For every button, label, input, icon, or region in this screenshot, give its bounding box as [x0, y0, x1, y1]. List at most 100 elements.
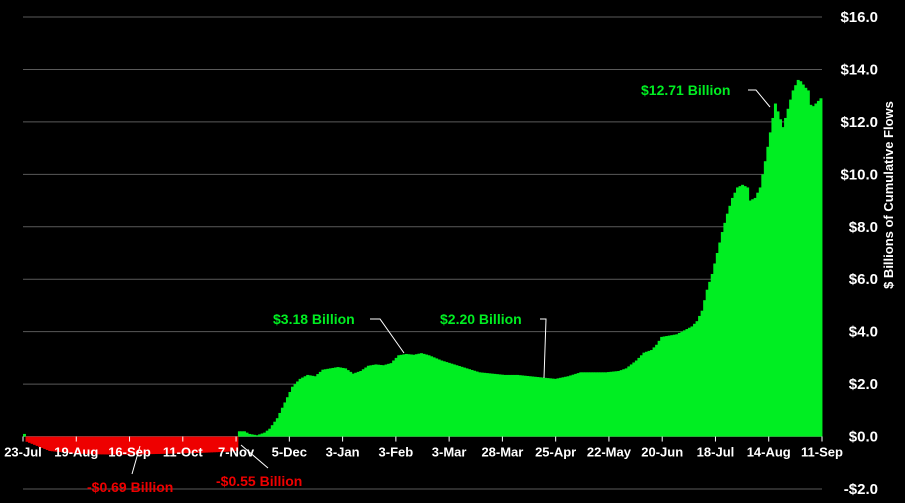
bar: [586, 372, 590, 437]
bar: [574, 373, 578, 437]
bar: [316, 374, 320, 437]
bar: [435, 358, 439, 437]
x-tick-label: 18-Jul: [697, 445, 735, 460]
bar: [30, 436, 34, 444]
bar: [235, 436, 239, 451]
bar: [531, 376, 535, 437]
bar: [715, 253, 719, 437]
bar: [78, 436, 82, 454]
bar: [33, 436, 37, 445]
bar: [86, 436, 90, 454]
bar: [119, 436, 123, 455]
bar: [581, 372, 585, 437]
bar: [629, 364, 633, 437]
y-tick-label: $10.0: [840, 166, 878, 183]
bar: [695, 321, 699, 437]
bar: [220, 436, 224, 452]
bar: [245, 432, 249, 437]
bar: [379, 364, 383, 437]
bar: [457, 366, 461, 437]
bar: [503, 374, 507, 437]
bar: [599, 372, 603, 437]
bar: [212, 436, 216, 453]
bar: [371, 364, 375, 437]
bar: [693, 323, 697, 437]
bar: [369, 365, 373, 437]
bar: [447, 362, 451, 437]
bar: [232, 436, 236, 452]
bar: [182, 436, 186, 454]
bar: [270, 425, 274, 437]
bar: [116, 436, 120, 455]
bar: [462, 367, 466, 437]
bar: [437, 359, 441, 437]
bar: [384, 364, 388, 437]
bar: [566, 376, 570, 437]
bar: [804, 87, 808, 437]
bar: [189, 436, 193, 454]
bar: [197, 436, 201, 453]
bar: [263, 432, 267, 437]
x-tick-label: 22-May: [587, 445, 632, 460]
bar: [103, 436, 107, 455]
bar: [655, 344, 659, 437]
bar: [91, 436, 95, 455]
bar: [121, 436, 125, 455]
bar: [460, 366, 464, 437]
bar: [624, 368, 628, 437]
bar: [389, 363, 393, 437]
bar: [141, 436, 145, 455]
bar: [60, 436, 64, 453]
bar: [538, 377, 542, 437]
bar: [609, 371, 613, 437]
bar: [622, 369, 626, 437]
bar: [485, 373, 489, 437]
bar: [604, 372, 608, 437]
y-tick-label: $14.0: [840, 61, 878, 78]
bar: [308, 375, 312, 437]
bar: [657, 340, 661, 437]
annotation-neg-069: -$0.69 Billion: [87, 479, 173, 495]
bar: [670, 335, 674, 437]
bar: [124, 436, 128, 455]
x-tick-label: 11-Oct: [163, 445, 203, 460]
bar: [465, 368, 469, 437]
bar: [404, 353, 408, 437]
bar: [748, 200, 752, 437]
bar: [741, 184, 745, 437]
annotation-leader-1271: [748, 89, 771, 108]
bar: [101, 436, 105, 455]
bar: [23, 433, 26, 437]
bar: [761, 174, 765, 437]
bar: [88, 436, 92, 455]
x-tick-label: 28-Mar: [481, 445, 523, 460]
bar: [207, 436, 211, 453]
bar: [318, 371, 322, 437]
bar: [796, 79, 800, 437]
bar: [258, 434, 262, 437]
bar: [364, 367, 368, 437]
bar: [528, 376, 532, 437]
bar: [551, 378, 555, 437]
bar: [723, 222, 727, 437]
bar: [359, 371, 363, 437]
bar: [397, 355, 401, 437]
bar: [687, 327, 691, 437]
bar: [98, 436, 102, 455]
x-tick-label: 14-Aug: [747, 445, 791, 460]
annotation-leader-220: [540, 318, 547, 379]
bar: [402, 354, 406, 437]
bar: [556, 378, 560, 437]
bar: [68, 436, 72, 454]
x-tick-label: 3-Feb: [379, 445, 414, 460]
bar: [708, 281, 712, 437]
annotation-leaders: [131, 89, 771, 475]
annotation-318: $3.18 Billion: [273, 311, 355, 327]
x-tick-label: 16-Sep: [108, 445, 151, 460]
bar: [76, 436, 80, 454]
bar: [594, 372, 598, 437]
bar: [776, 111, 780, 437]
bar: [647, 350, 651, 437]
bar: [374, 364, 378, 437]
bar: [217, 436, 221, 453]
